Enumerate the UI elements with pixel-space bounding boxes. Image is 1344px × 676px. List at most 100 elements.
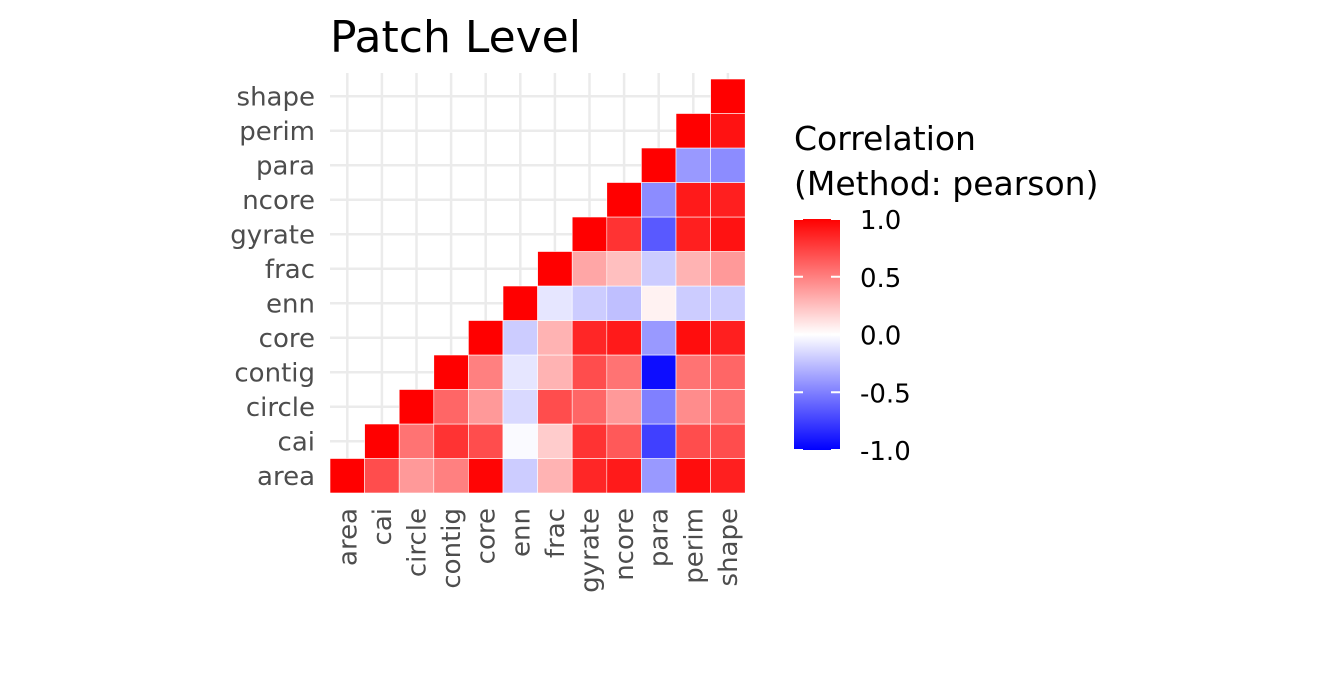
- heatmap-cell-cai-area: [364, 458, 400, 494]
- heatmap-cell-ncore-enn: [606, 285, 642, 321]
- heatmap-cell-frac-circle: [537, 389, 573, 425]
- legend-title-line2: (Method: pearson): [794, 164, 1098, 203]
- heatmap-cell-circle-cai: [398, 423, 435, 459]
- heatmap-cell-core-contig: [468, 354, 504, 390]
- heatmap-cell-shape-area: [710, 458, 746, 494]
- x-tick-label-contig: contig: [437, 508, 467, 589]
- heatmap-cell-ncore-cai: [606, 423, 642, 459]
- x-tick-label-para: para: [645, 508, 675, 567]
- color-legend: Correlation (Method: pearson) 1.0 0.5 0.0 -…: [794, 119, 1098, 467]
- heatmap-cell-enn-cai: [502, 423, 538, 459]
- heatmap-cell-para-core: [641, 320, 677, 356]
- heatmap-cell-circle-area: [398, 458, 435, 494]
- y-tick-labels: area cai circle contig core enn frac gyrate ncor…: [230, 82, 315, 492]
- x-tick-label-gyrate: gyrate: [576, 508, 606, 593]
- legend-tick-label: 0.0: [860, 322, 901, 352]
- heatmap-cell-shape-shape: [710, 78, 746, 114]
- x-tick-label-cai: cai: [368, 508, 398, 545]
- y-tick-label-gyrate: gyrate: [230, 220, 315, 250]
- y-tick-label-enn: enn: [266, 289, 315, 319]
- x-tick-label-enn: enn: [506, 508, 536, 557]
- heatmap-cell-frac-area: [537, 458, 573, 494]
- heatmap-cell-shape-enn: [710, 285, 746, 321]
- legend-tick-label: -1.0: [860, 437, 911, 467]
- heatmap-cell-core-area: [468, 458, 504, 494]
- x-tick-labels: area cai circle contig core enn frac gyrate ncor…: [333, 508, 744, 593]
- heatmap-cell-ncore-area: [606, 458, 642, 494]
- heatmap-cell-perim-circle: [675, 389, 711, 425]
- heatmap-cell-shape-frac: [710, 251, 746, 287]
- heatmap-cell-gyrate-area: [571, 458, 608, 494]
- y-tick-label-ncore: ncore: [242, 186, 315, 216]
- heatmap-cell-core-circle: [468, 389, 504, 425]
- heatmap-cell-para-gyrate: [641, 216, 677, 252]
- heatmap-cell-shape-circle: [710, 389, 746, 425]
- y-tick-label-core: core: [259, 324, 315, 354]
- heatmap-cell-ncore-frac: [606, 251, 642, 287]
- heatmap-cell-shape-ncore: [710, 182, 746, 218]
- heatmap-cell-perim-gyrate: [675, 216, 711, 252]
- heatmap-cell-para-contig: [641, 354, 677, 390]
- heatmap-cell-enn-enn: [502, 285, 538, 321]
- heatmap-cell-shape-gyrate: [710, 216, 746, 252]
- heatmap-cell-para-cai: [641, 423, 677, 459]
- heatmap-cell-enn-contig: [502, 354, 538, 390]
- y-tick-label-shape: shape: [237, 82, 315, 112]
- heatmap-cell-perim-core: [675, 320, 711, 356]
- heatmap-cell-frac-frac: [537, 251, 573, 287]
- chart-title: Patch Level: [330, 12, 581, 63]
- y-tick-label-contig: contig: [234, 358, 315, 388]
- heatmap-cell-perim-para: [675, 147, 711, 183]
- heatmap-cell-para-ncore: [641, 182, 677, 218]
- heatmap-cell-shape-core: [710, 320, 746, 356]
- x-tick-label-shape: shape: [714, 508, 744, 586]
- y-tick-label-cai: cai: [278, 427, 315, 457]
- heatmap-cell-gyrate-enn: [571, 285, 608, 321]
- heatmap-cell-enn-circle: [502, 389, 538, 425]
- heatmap-cell-gyrate-gyrate: [571, 216, 608, 252]
- y-tick-label-frac: frac: [265, 255, 315, 285]
- heatmap-cell-enn-area: [502, 458, 538, 494]
- heatmap-cell-perim-contig: [675, 354, 711, 390]
- x-tick-label-perim: perim: [679, 508, 709, 584]
- heatmap-cell-para-circle: [641, 389, 677, 425]
- heatmap-cell-contig-cai: [433, 423, 469, 459]
- heatmap-cells: [329, 78, 746, 494]
- heatmap-cell-gyrate-core: [571, 320, 608, 356]
- heatmap-cell-enn-core: [502, 320, 538, 356]
- heatmap-cell-circle-circle: [398, 389, 435, 425]
- heatmap-cell-shape-perim: [710, 113, 746, 149]
- heatmap-cell-contig-contig: [433, 354, 469, 390]
- heatmap-cell-perim-cai: [675, 423, 711, 459]
- heatmap-cell-ncore-ncore: [606, 182, 642, 218]
- heatmap-cell-gyrate-circle: [571, 389, 608, 425]
- y-tick-label-perim: perim: [239, 117, 315, 147]
- legend-title-line1: Correlation: [794, 119, 976, 158]
- legend-tick-label: 0.5: [860, 264, 901, 294]
- heatmap-cell-core-cai: [468, 423, 504, 459]
- heatmap-cell-para-enn: [641, 285, 677, 321]
- heatmap-cell-frac-contig: [537, 354, 573, 390]
- heatmap-cell-ncore-circle: [606, 389, 642, 425]
- heatmap-cell-perim-perim: [675, 113, 711, 149]
- y-tick-label-area: area: [257, 462, 315, 492]
- heatmap-cell-frac-core: [537, 320, 573, 356]
- heatmap-cell-cai-cai: [364, 423, 400, 459]
- legend-tick-label: 1.0: [860, 206, 901, 236]
- y-tick-label-circle: circle: [246, 393, 315, 423]
- heatmap-cell-perim-area: [675, 458, 711, 494]
- heatmap-cell-ncore-core: [606, 320, 642, 356]
- x-tick-label-frac: frac: [541, 508, 571, 558]
- x-tick-label-area: area: [333, 508, 363, 566]
- heatmap-cell-ncore-contig: [606, 354, 642, 390]
- heatmap-cell-perim-frac: [675, 251, 711, 287]
- heatmap-cell-ncore-gyrate: [606, 216, 642, 252]
- heatmap-cell-perim-ncore: [675, 182, 711, 218]
- heatmap-cell-para-frac: [641, 251, 677, 287]
- heatmap-cell-gyrate-cai: [571, 423, 608, 459]
- heatmap-cell-contig-area: [433, 458, 469, 494]
- legend-tick-label: -0.5: [860, 379, 911, 409]
- heatmap-cell-frac-enn: [537, 285, 573, 321]
